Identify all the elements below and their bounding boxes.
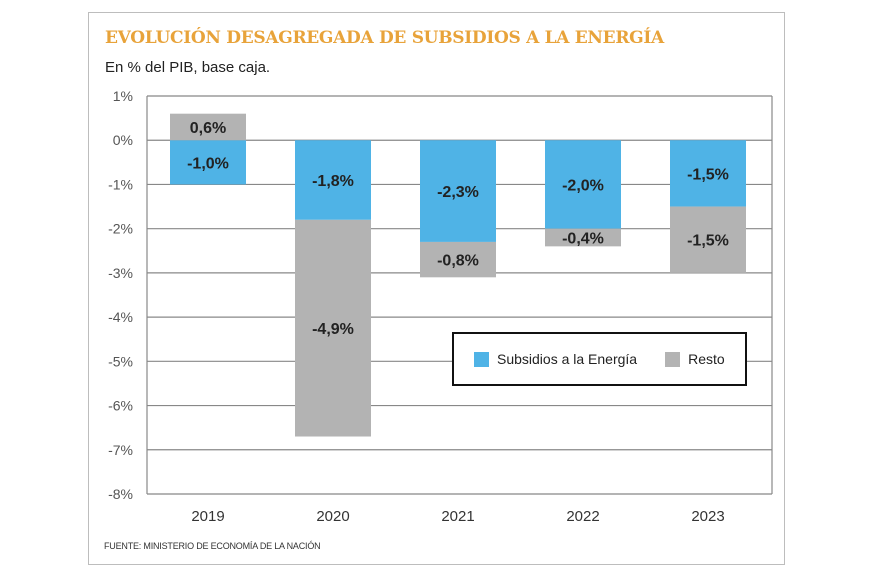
y-tick-label: -5%: [108, 353, 133, 369]
data-label: -0,4%: [562, 231, 604, 248]
data-label: -1,5%: [687, 166, 729, 183]
bar-resto: [420, 241, 496, 278]
chart-title: EVOLUCIÓN DESAGREGADA DE SUBSIDIOS A LA …: [105, 28, 664, 48]
data-label: -1,5%: [687, 233, 729, 250]
chart-frame: [88, 12, 785, 565]
y-tick-label: -8%: [108, 486, 133, 502]
bar-resto: [295, 219, 371, 437]
bar-energia: [545, 140, 621, 229]
bar-energia: [295, 140, 371, 220]
y-tick-label: -6%: [108, 398, 133, 414]
y-tick-label: -4%: [108, 309, 133, 325]
data-label: -2,3%: [437, 184, 479, 201]
x-tick-label: 2022: [566, 508, 599, 525]
source-note: FUENTE: MINISTERIO DE ECONOMÍA DE LA NAC…: [104, 541, 321, 551]
chart-subtitle: En % del PIB, base caja.: [105, 59, 271, 76]
bar-energia: [420, 140, 496, 242]
bar-resto: [545, 228, 621, 247]
x-tick-label: 2019: [191, 508, 224, 525]
data-label: -0,8%: [437, 253, 479, 270]
bar-energia: [170, 140, 246, 185]
bar-resto: [170, 113, 246, 141]
y-tick-label: 0%: [113, 132, 133, 148]
legend-swatch-energia: [474, 351, 489, 367]
data-label: 0,6%: [190, 120, 226, 137]
data-label: -4,9%: [312, 321, 354, 338]
x-tick-label: 2020: [316, 508, 349, 525]
legend-swatch-resto: [665, 351, 681, 367]
y-tick-label: -3%: [108, 265, 133, 281]
data-label: -2,0%: [562, 177, 604, 194]
legend-label-energia: Subsidios a la Energía: [497, 351, 638, 367]
y-tick-label: -2%: [108, 221, 133, 237]
data-label: -1,8%: [312, 173, 354, 190]
y-tick-label: 1%: [113, 88, 133, 104]
bar-resto: [670, 206, 746, 273]
y-tick-label: -1%: [108, 176, 133, 192]
x-tick-label: 2023: [691, 508, 724, 525]
legend: Subsidios a la Energía Resto: [452, 332, 747, 386]
x-tick-label: 2021: [441, 508, 474, 525]
legend-label-resto: Resto: [688, 351, 725, 367]
bar-energia: [670, 140, 746, 207]
data-label: -1,0%: [187, 155, 229, 172]
y-tick-label: -7%: [108, 442, 133, 458]
